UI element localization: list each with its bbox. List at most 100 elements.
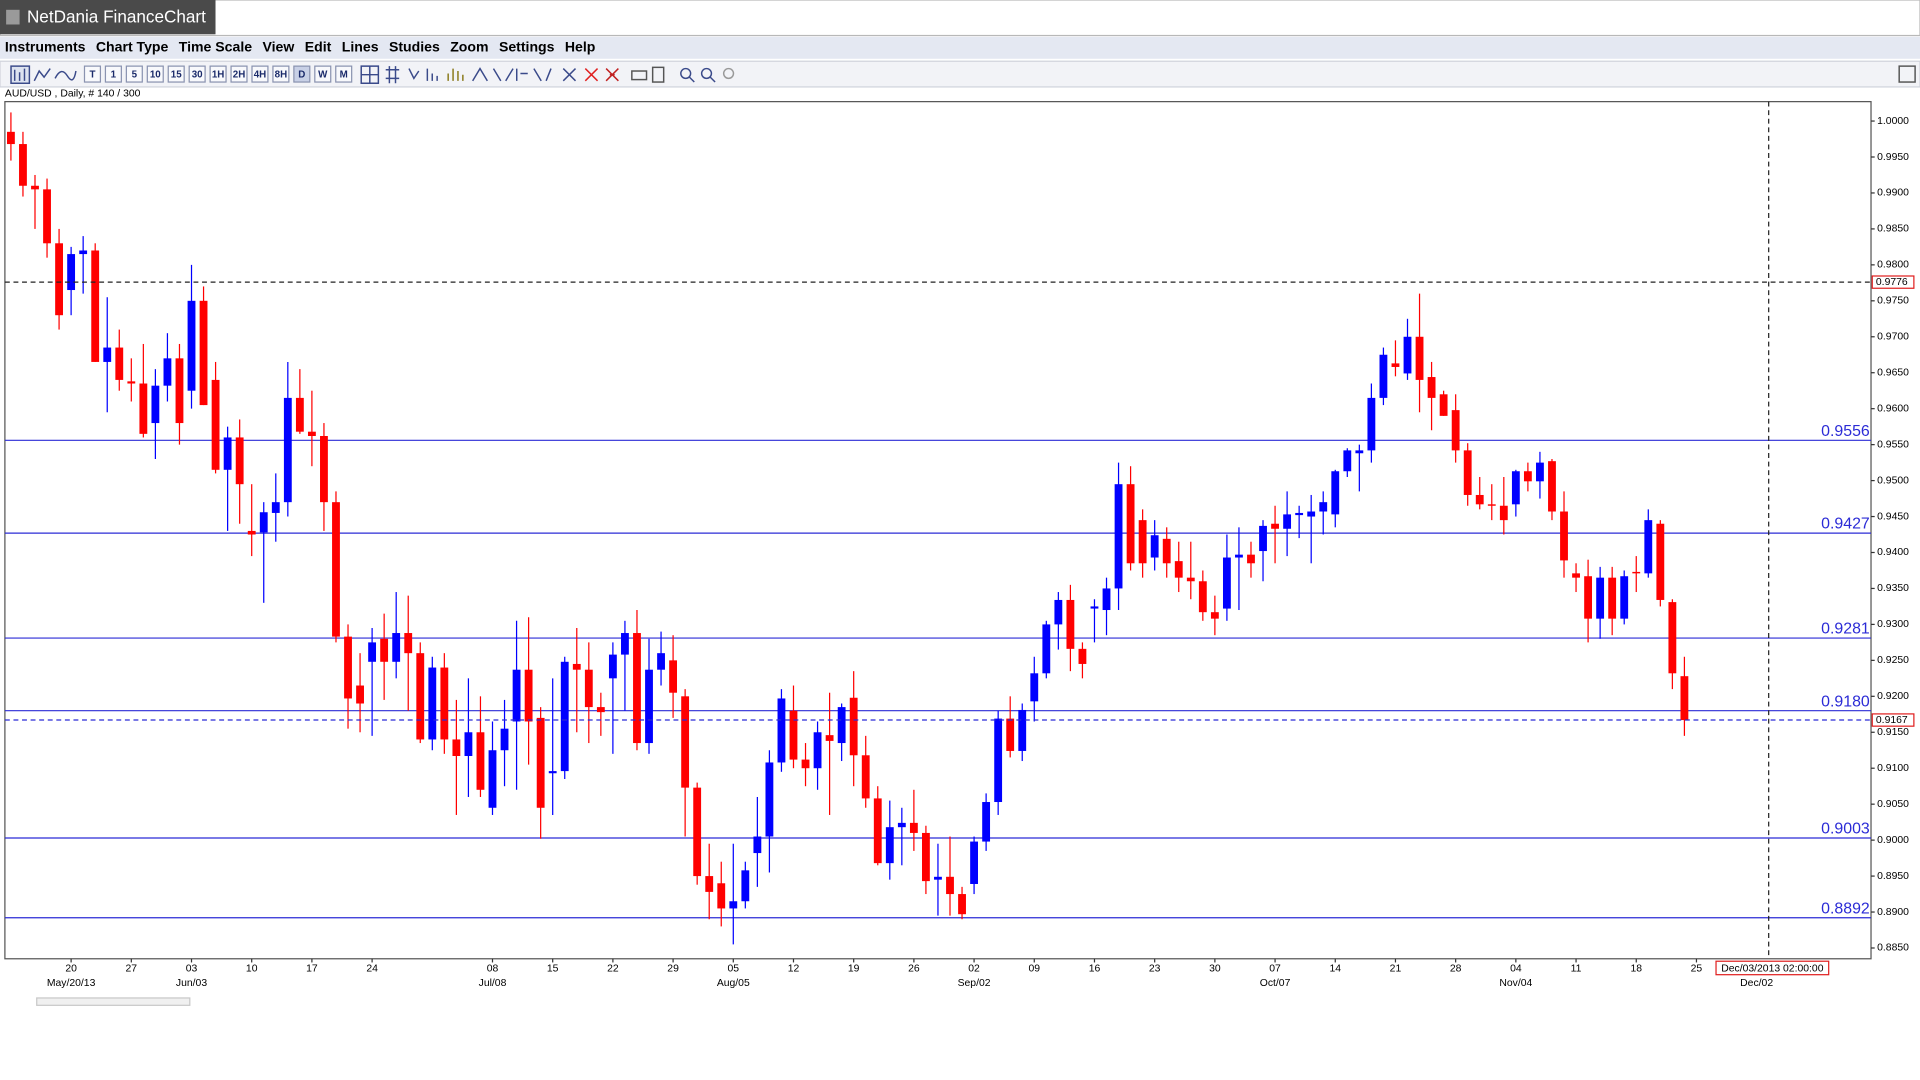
icon[interactable]: [651, 66, 665, 83]
timeframe-button[interactable]: [314, 65, 332, 83]
timeframe-button[interactable]: [335, 65, 353, 83]
candle-body: [1138, 520, 1147, 564]
timeframe-button[interactable]: [251, 65, 269, 83]
candle-body: [187, 300, 196, 391]
candle-body: [873, 798, 882, 864]
candle-body: [861, 755, 870, 799]
icon[interactable]: [722, 67, 735, 80]
candle-body: [1439, 394, 1448, 416]
x-tick-label: 22: [607, 963, 619, 974]
candle-body: [1644, 520, 1653, 574]
candle-body: [849, 697, 858, 756]
candle-body: [572, 663, 581, 670]
timeframe-button[interactable]: [272, 65, 290, 83]
icon[interactable]: [447, 68, 464, 81]
x-tick-label: 20: [65, 963, 77, 974]
candle-body: [356, 685, 364, 704]
menu-item[interactable]: View: [263, 38, 295, 54]
icon[interactable]: [700, 67, 713, 80]
menu-item[interactable]: Help: [565, 38, 596, 54]
candle-body: [55, 243, 63, 316]
timeframe-button[interactable]: [188, 65, 206, 83]
candle-body: [1066, 599, 1075, 649]
menu-item[interactable]: Settings: [499, 38, 555, 54]
candle-body: [1523, 471, 1532, 482]
icon[interactable]: [426, 68, 438, 81]
candle-body: [958, 894, 966, 915]
timeframe-button[interactable]: [167, 65, 185, 83]
x-tick-label: 14: [1329, 963, 1341, 974]
y-tick-label: 0.8900: [1877, 907, 1909, 918]
title-bar: [0, 0, 1920, 37]
period-label: Dec/02: [1740, 978, 1773, 989]
menu-item[interactable]: Studies: [389, 38, 440, 54]
horizontal-line-label: 0.9003: [1821, 821, 1870, 838]
timeframe-label: T: [89, 69, 95, 80]
y-tick-label: 0.9150: [1877, 727, 1909, 738]
candle-body: [283, 397, 292, 503]
candle-body: [970, 841, 978, 884]
icon[interactable]: [360, 65, 380, 84]
candle-body: [1415, 336, 1424, 380]
menu-item[interactable]: Edit: [305, 38, 332, 54]
timeframe-label: 10: [150, 69, 161, 80]
timeframe-button[interactable]: [230, 65, 248, 83]
candle-body: [307, 431, 316, 437]
candle-body: [1114, 484, 1123, 589]
candle-body: [1030, 673, 1039, 702]
horizontal-line-label: 0.9427: [1821, 516, 1870, 533]
icon[interactable]: [385, 66, 400, 84]
candle-body: [127, 381, 136, 384]
timeframe-button[interactable]: [125, 65, 143, 83]
candle-body: [1006, 718, 1015, 751]
candle-body: [247, 530, 256, 535]
candle-body: [1355, 450, 1364, 454]
icon[interactable]: [472, 67, 552, 82]
menu-item[interactable]: Time Scale: [179, 38, 252, 54]
icon[interactable]: [605, 68, 619, 82]
timeframe-button[interactable]: [104, 65, 122, 83]
candle-body: [19, 144, 27, 186]
x-tick-label: 28: [1450, 963, 1462, 974]
horizontal-line-label: 0.9556: [1821, 423, 1870, 440]
icon[interactable]: [584, 68, 599, 82]
y-tick-label: 0.8850: [1877, 943, 1909, 954]
scrollbar[interactable]: [36, 997, 191, 1006]
candle-body: [1078, 648, 1087, 664]
y-tick-label: 0.9900: [1877, 188, 1909, 199]
menu-item[interactable]: Zoom: [450, 38, 488, 54]
candle-body: [741, 870, 750, 902]
menu-item[interactable]: Chart Type: [96, 38, 169, 54]
x-tick-label: 25: [1691, 963, 1703, 974]
x-tick-label: 04: [1510, 963, 1522, 974]
candle-body: [536, 717, 545, 808]
candle-body: [1319, 502, 1328, 512]
timeframe-label: 1: [111, 69, 117, 80]
icon[interactable]: [680, 67, 692, 80]
menu-item[interactable]: Lines: [342, 38, 379, 54]
candle-body: [344, 636, 352, 699]
timeframe-button[interactable]: [293, 65, 311, 83]
candle-body: [1379, 354, 1388, 398]
timeframe-label: 8H: [275, 69, 288, 80]
candle-body: [1090, 606, 1099, 609]
icon[interactable]: [408, 68, 420, 80]
period-label: Sep/02: [958, 978, 991, 989]
timeframe-button[interactable]: [83, 65, 102, 83]
icon[interactable]: [562, 68, 577, 82]
candle-body: [1247, 554, 1255, 564]
candle-body: [416, 653, 425, 740]
timeframe-button[interactable]: [146, 65, 164, 83]
icon[interactable]: [631, 70, 648, 81]
icon[interactable]: [33, 68, 51, 82]
x-tick-label: 27: [126, 963, 138, 974]
y-tick-label: 0.9750: [1877, 296, 1909, 307]
menu-item[interactable]: Instruments: [5, 38, 86, 54]
timeframe-button[interactable]: [209, 65, 227, 83]
icon[interactable]: [54, 70, 77, 81]
icon[interactable]: [1898, 65, 1916, 83]
y-tick-label: 0.9600: [1877, 403, 1909, 414]
candle-body: [1150, 535, 1159, 558]
candle-body: [428, 667, 437, 740]
